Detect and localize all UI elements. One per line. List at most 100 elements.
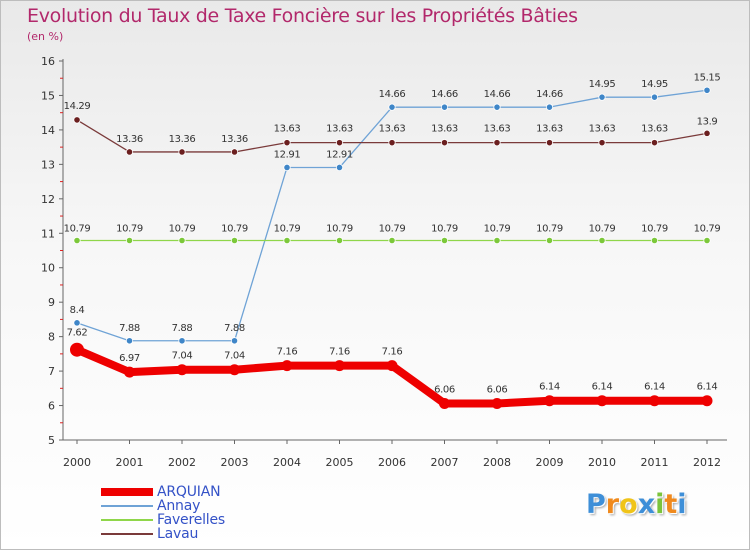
data-label: 7.04 <box>172 351 193 362</box>
legend-swatch <box>101 533 153 535</box>
data-point <box>493 103 501 111</box>
data-label: 10.79 <box>641 224 668 235</box>
x-tick-label: 2001 <box>116 456 144 469</box>
data-point <box>596 395 608 407</box>
data-point <box>70 342 84 357</box>
brand-letter: i <box>677 489 687 520</box>
data-label: 10.79 <box>431 224 458 235</box>
data-point <box>230 236 239 245</box>
data-label: 6.14 <box>644 382 665 393</box>
data-label: 6.14 <box>592 382 613 393</box>
data-label: 14.66 <box>431 89 458 100</box>
x-tick-label: 2007 <box>431 456 459 469</box>
data-point <box>650 93 659 101</box>
data-point <box>230 337 239 345</box>
data-label: 14.95 <box>589 79 616 90</box>
y-tick-label: 8 <box>48 331 55 344</box>
brand-letter: x <box>637 489 656 520</box>
y-axis-unit: (en %) <box>27 30 64 43</box>
data-label: 12.91 <box>326 149 353 160</box>
data-point <box>545 103 554 111</box>
y-tick-label: 12 <box>41 193 55 206</box>
data-label: 10.79 <box>64 224 91 235</box>
data-point <box>388 236 396 245</box>
data-point <box>335 163 344 172</box>
data-point <box>598 139 606 147</box>
data-label: 6.97 <box>119 353 140 364</box>
x-tick-label: 2011 <box>641 456 669 469</box>
data-point <box>178 337 186 345</box>
data-point <box>703 236 711 245</box>
data-point <box>335 139 344 147</box>
data-label: 14.66 <box>536 89 563 100</box>
data-label: 7.16 <box>329 347 350 358</box>
data-label: 10.79 <box>221 224 248 235</box>
data-label: 10.79 <box>589 224 616 235</box>
x-tick-label: 2006 <box>378 456 406 469</box>
data-point <box>440 103 449 111</box>
data-label: 13.9 <box>697 116 718 127</box>
data-point <box>701 395 713 407</box>
x-tick-label: 2002 <box>168 456 196 469</box>
data-point <box>440 236 449 245</box>
y-tick-label: 9 <box>48 296 55 309</box>
data-label: 7.16 <box>277 347 298 358</box>
legend-label: Annay <box>157 498 201 514</box>
data-label: 12.91 <box>274 149 301 160</box>
data-label: 10.79 <box>379 224 406 235</box>
data-point <box>650 236 659 245</box>
data-label: 14.95 <box>641 79 668 90</box>
data-point <box>283 236 291 245</box>
legend-swatch <box>101 505 153 507</box>
legend-label: ARQUIAN <box>157 484 221 500</box>
y-tick-label: 15 <box>41 89 55 102</box>
y-tick-label: 5 <box>48 434 55 447</box>
data-point <box>703 129 711 137</box>
data-label: 13.36 <box>221 134 248 145</box>
brand-letter: P <box>586 489 606 520</box>
data-label: 6.06 <box>487 384 508 395</box>
data-point <box>335 236 344 245</box>
data-label: 7.16 <box>382 347 403 358</box>
data-point <box>281 360 293 372</box>
y-tick-label: 7 <box>48 365 55 378</box>
y-tick-label: 10 <box>41 262 55 275</box>
legend-swatch <box>101 488 153 496</box>
data-label: 10.79 <box>484 224 511 235</box>
data-label: 13.36 <box>116 134 143 145</box>
data-point <box>283 139 291 147</box>
data-point <box>545 139 554 147</box>
data-point <box>283 163 291 172</box>
data-point <box>440 139 449 147</box>
data-label: 6.06 <box>434 384 455 395</box>
data-label: 13.63 <box>536 124 563 135</box>
data-label: 13.63 <box>431 124 458 135</box>
x-tick-label: 2003 <box>221 456 249 469</box>
data-point <box>386 360 398 372</box>
data-label: 7.88 <box>224 323 245 334</box>
legend-label: Faverelles <box>157 512 225 528</box>
data-label: 13.63 <box>641 124 668 135</box>
legend-swatch <box>101 519 153 521</box>
data-label: 13.63 <box>589 124 616 135</box>
brand-logo: Proxiti <box>586 489 687 520</box>
data-point <box>178 148 186 156</box>
data-point <box>125 236 134 245</box>
data-label: 7.88 <box>119 323 140 334</box>
data-label: 10.79 <box>536 224 563 235</box>
brand-letter: t <box>664 489 678 520</box>
data-point <box>229 364 240 376</box>
y-tick-label: 14 <box>41 124 55 137</box>
data-point <box>73 319 81 327</box>
data-point <box>598 236 606 245</box>
data-point <box>178 236 186 245</box>
data-point <box>388 139 396 147</box>
data-point <box>388 103 396 111</box>
data-label: 13.63 <box>274 124 301 135</box>
data-label: 7.88 <box>172 323 193 334</box>
x-tick-label: 2000 <box>63 456 91 469</box>
brand-letter: i <box>655 489 665 520</box>
data-label: 13.63 <box>379 124 406 135</box>
